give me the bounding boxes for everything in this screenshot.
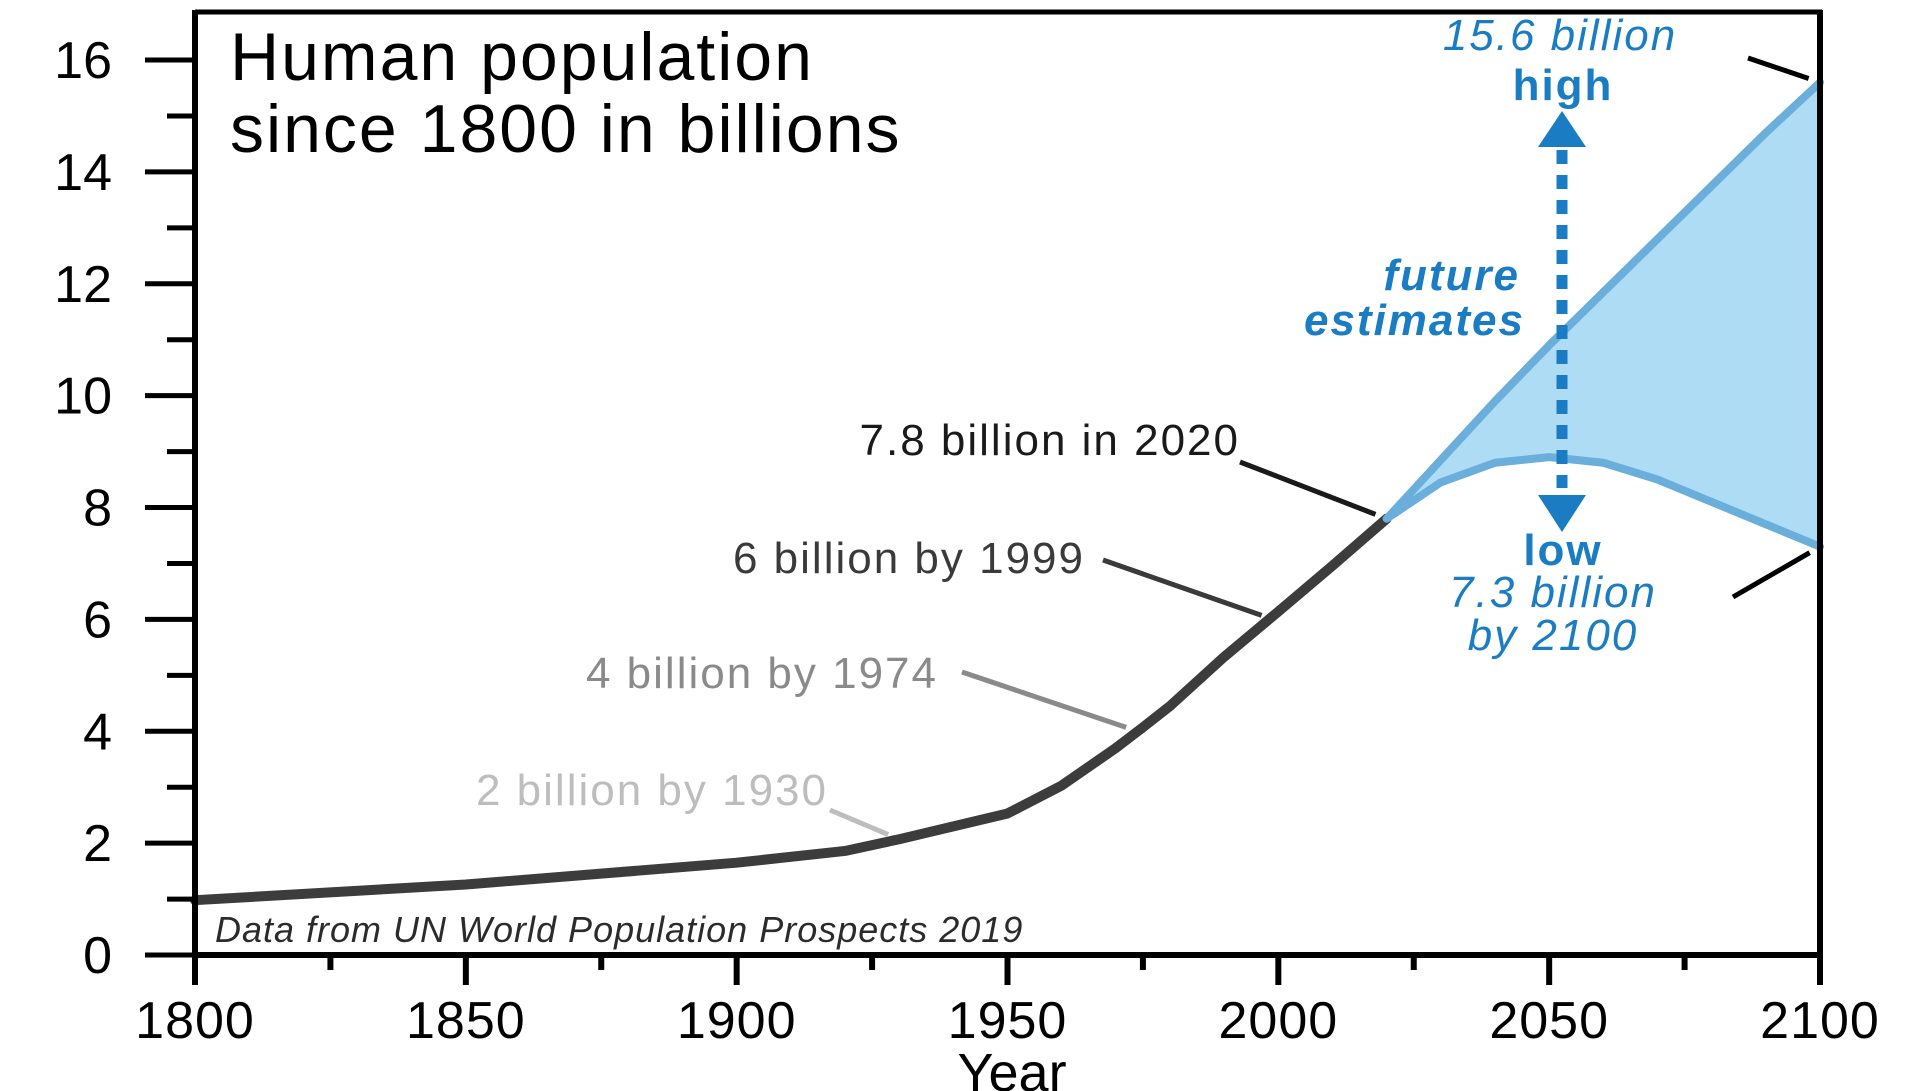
- series-line-historical: [190, 513, 1392, 906]
- x-tick-label-2000: 2000: [1218, 992, 1338, 1050]
- x-tick-label-1950: 1950: [948, 992, 1068, 1050]
- y-tick-label-16: 16: [54, 32, 112, 90]
- y-tick-label-6: 6: [83, 591, 112, 649]
- chart-title-line-2: since 1800 in billions: [230, 91, 902, 167]
- leader-6-billion: [1102, 557, 1263, 618]
- x-tick-label-1900: 1900: [677, 992, 797, 1050]
- x-tick-label-2050: 2050: [1489, 992, 1609, 1050]
- x-tick-label-1850: 1850: [406, 992, 526, 1050]
- source-note: Data from UN World Population Prospects …: [215, 909, 1023, 950]
- annotation-7-8-billion: 7.8 billion in 2020: [860, 416, 1240, 465]
- y-tick-label-0: 0: [83, 927, 112, 985]
- annotation-2-billion: 2 billion by 1930: [476, 766, 828, 815]
- chart-title-line-1: Human population: [230, 19, 814, 95]
- leader-4-billion: [961, 669, 1127, 730]
- low-word-label: low: [1523, 526, 1602, 575]
- y-tick-label-10: 10: [54, 368, 112, 426]
- high-word-label: high: [1513, 61, 1614, 110]
- series-line-layer: [190, 78, 1824, 906]
- leader-7-8-billion: [1239, 459, 1377, 517]
- x-tick-label-2100: 2100: [1760, 992, 1880, 1050]
- y-tick-label-4: 4: [83, 703, 112, 761]
- future-range-band: [1386, 82, 1820, 547]
- leader-2-billion: [829, 807, 890, 837]
- annotation-4-billion: 4 billion by 1974: [586, 649, 938, 698]
- series-line-low: [1382, 453, 1824, 551]
- annotation-leader-layer: [829, 55, 1811, 837]
- low-year-label: by 2100: [1468, 611, 1639, 660]
- leader-low: [1731, 550, 1811, 600]
- arrow-down-head: [1538, 495, 1586, 532]
- high-value-label: 15.6 billion: [1443, 11, 1677, 60]
- future-range-arrow: [1538, 111, 1586, 532]
- future-label-line-1: future: [1383, 251, 1520, 300]
- y-tick-label-8: 8: [83, 480, 112, 538]
- y-tick-label-12: 12: [54, 256, 112, 314]
- low-value-label: 7.3 billion: [1449, 568, 1657, 617]
- future-label-line-2: estimates: [1304, 296, 1525, 345]
- y-tick-label-2: 2: [83, 815, 112, 873]
- x-axis-title: Year: [957, 1043, 1066, 1091]
- y-tick-label-14: 14: [54, 144, 112, 202]
- arrow-up-head: [1538, 111, 1586, 147]
- x-tick-label-1800: 1800: [135, 992, 255, 1050]
- series-line-high: [1382, 78, 1824, 523]
- annotation-6-billion: 6 billion by 1999: [733, 534, 1085, 583]
- axis-tick-layer: 0 2 4 6 8 10 12 14 16 1800 1850 1900 1950 2000 2050 210…: [54, 32, 1880, 1050]
- leader-high: [1747, 55, 1810, 81]
- future-range-fill-layer: [1386, 82, 1820, 547]
